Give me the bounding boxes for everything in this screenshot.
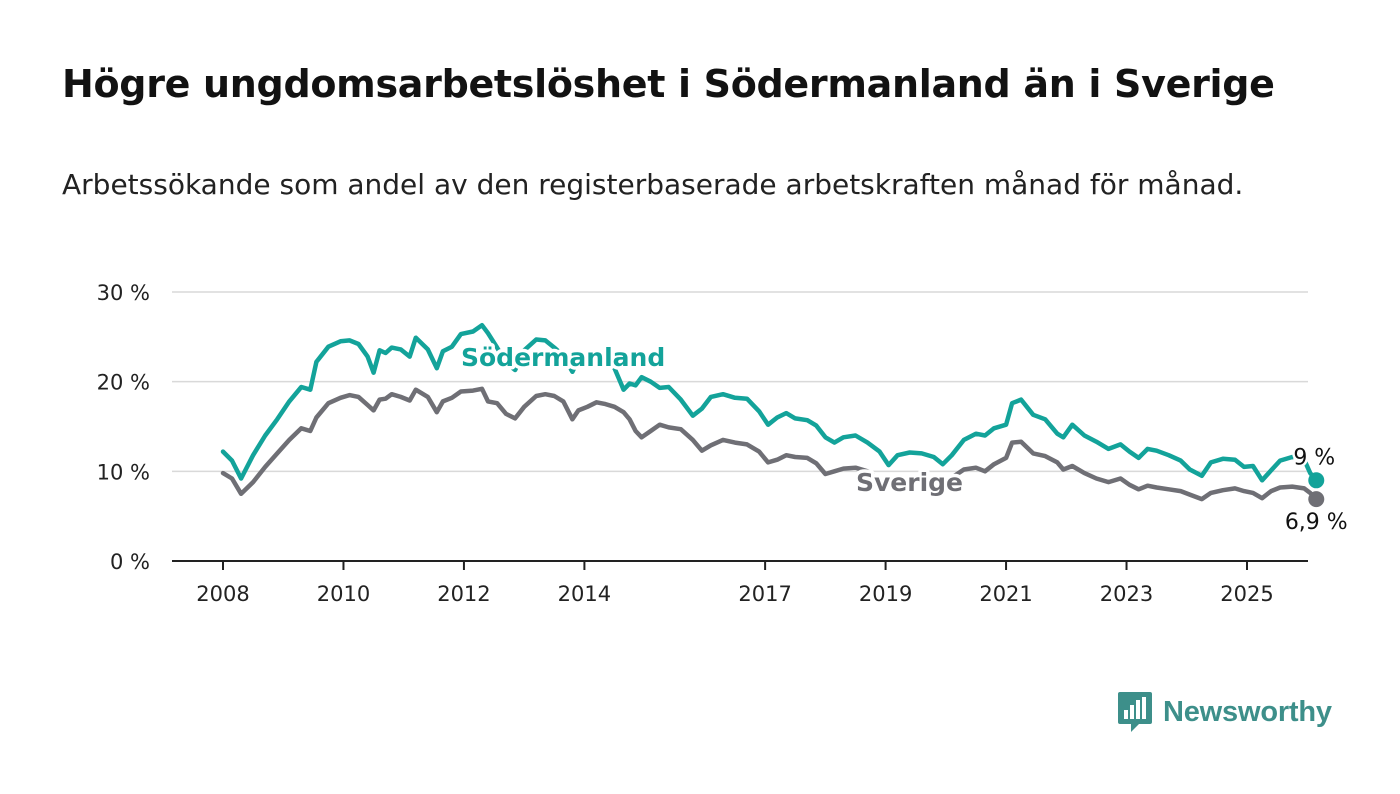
y-tick-label: 30 %	[97, 281, 150, 305]
x-tick-label: 2012	[437, 582, 490, 606]
x-tick-label: 2010	[317, 582, 370, 606]
chart-subtitle: Arbetssökande som andel av den registerb…	[62, 168, 1244, 201]
gridlines	[172, 291, 1308, 562]
x-tick-label: 2023	[1100, 582, 1153, 606]
y-tick-label: 0 %	[110, 550, 150, 574]
x-axis-ticks: 2008 2010 2012 2014 2017 2019 2021 2023 2025	[196, 561, 1274, 606]
y-tick-label: 10 %	[97, 460, 150, 484]
x-tick-label: 2017	[738, 582, 791, 606]
x-tick-label: 2025	[1220, 582, 1273, 606]
newsworthy-logo: Newsworthy	[1117, 690, 1332, 734]
logo-text: Newsworthy	[1163, 695, 1332, 728]
series-line-sodermanland	[220, 322, 1319, 483]
series-label-sodermanland: Södermanland	[461, 343, 665, 372]
series-labels: Södermanland Sverige 9 % 6,9 %	[458, 340, 1351, 538]
y-tick-label: 20 %	[97, 371, 150, 395]
newsworthy-bar-chart-icon	[1118, 692, 1152, 732]
y-axis-ticks: 0 % 10 % 20 % 30 %	[97, 281, 150, 574]
x-tick-label: 2021	[979, 582, 1032, 606]
series-lines	[220, 322, 1325, 508]
end-value-label-sverige: 6,9 %	[1285, 510, 1348, 535]
series-endpoint-sodermanland	[1308, 472, 1325, 489]
series-label-sverige: Sverige	[856, 468, 963, 497]
x-tick-label: 2014	[558, 582, 611, 606]
chart-title: Högre ungdomsarbetslöshet i Södermanland…	[62, 62, 1275, 106]
series-endpoint-sverige	[1308, 491, 1325, 508]
x-tick-label: 2019	[859, 582, 912, 606]
series-line-sverige	[220, 386, 1319, 502]
end-value-label-sodermanland: 9 %	[1293, 445, 1335, 470]
x-tick-label: 2008	[196, 582, 249, 606]
